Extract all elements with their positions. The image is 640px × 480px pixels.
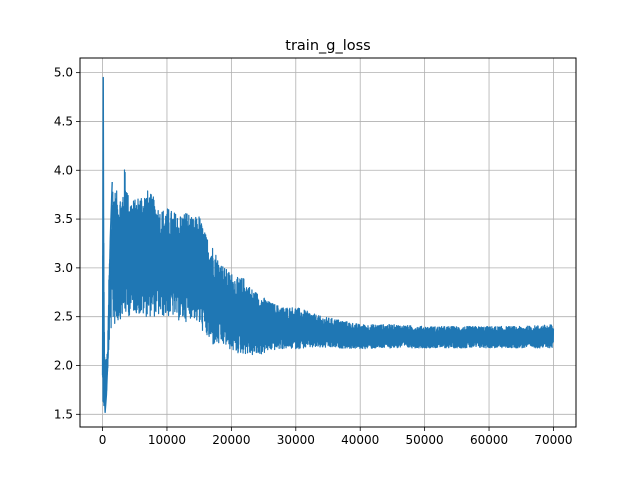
x-tick-label: 0 <box>99 433 107 447</box>
series-spike <box>101 76 113 414</box>
y-tick-label: 2.5 <box>54 310 73 324</box>
series-line <box>101 128 555 407</box>
y-axis: 1.5 2.0 2.5 3.0 3.5 4.0 4.5 5.0 <box>54 66 80 421</box>
y-tick-label: 3.5 <box>54 212 73 226</box>
series-layer <box>101 76 555 414</box>
y-tick-label: 5.0 <box>54 66 73 80</box>
x-tick-label: 50000 <box>406 433 444 447</box>
y-tick-label: 4.0 <box>54 163 73 177</box>
x-axis: 0 10000 20000 30000 40000 50000 60000 70000 <box>99 427 573 447</box>
plot-frame <box>79 57 577 428</box>
y-tick-label: 1.5 <box>54 407 73 421</box>
x-tick-label: 20000 <box>212 433 250 447</box>
x-tick-label: 60000 <box>470 433 508 447</box>
y-tick-label: 2.0 <box>54 359 73 373</box>
y-tick-label: 3.0 <box>54 261 73 275</box>
x-tick-label: 40000 <box>341 433 379 447</box>
x-tick-label: 70000 <box>534 433 572 447</box>
x-tick-label: 10000 <box>148 433 186 447</box>
x-tick-label: 30000 <box>277 433 315 447</box>
chart-title: train_g_loss <box>285 38 370 54</box>
y-tick-label: 4.5 <box>54 114 73 128</box>
